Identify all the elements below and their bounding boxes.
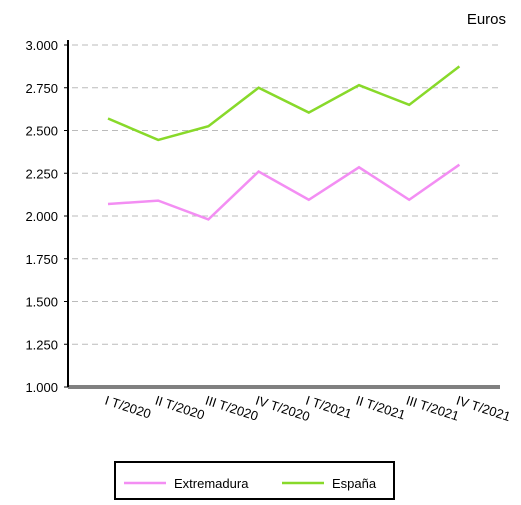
legend-label: España	[332, 476, 377, 491]
y-tick-label: 3.000	[25, 38, 58, 53]
x-tick-label: II T/2020	[153, 393, 206, 423]
legend-label: Extremadura	[174, 476, 249, 491]
x-tick-label: I T/2020	[103, 393, 153, 422]
x-tick-label: IV T/2021	[454, 393, 512, 425]
y-tick-label: 2.500	[25, 124, 58, 139]
x-tick-label: I T/2021	[304, 393, 354, 422]
x-tick-label: III T/2021	[404, 393, 461, 424]
x-tick-label: III T/2020	[203, 393, 260, 424]
y-tick-label: 1.250	[25, 337, 58, 352]
y-tick-label: 2.250	[25, 166, 58, 181]
x-tick-label: II T/2021	[354, 393, 407, 423]
y-tick-label: 1.500	[25, 295, 58, 310]
y-tick-label: 1.000	[25, 380, 58, 395]
x-tick-label: IV T/2020	[254, 393, 312, 425]
legend-box	[114, 461, 395, 500]
y-axis-unit: Euros	[467, 11, 506, 28]
series-line	[107, 163, 461, 221]
y-tick-label: 2.000	[25, 209, 58, 224]
y-tick-label: 2.750	[25, 81, 58, 96]
y-tick-label: 1.750	[25, 252, 58, 267]
series-line	[107, 65, 461, 142]
